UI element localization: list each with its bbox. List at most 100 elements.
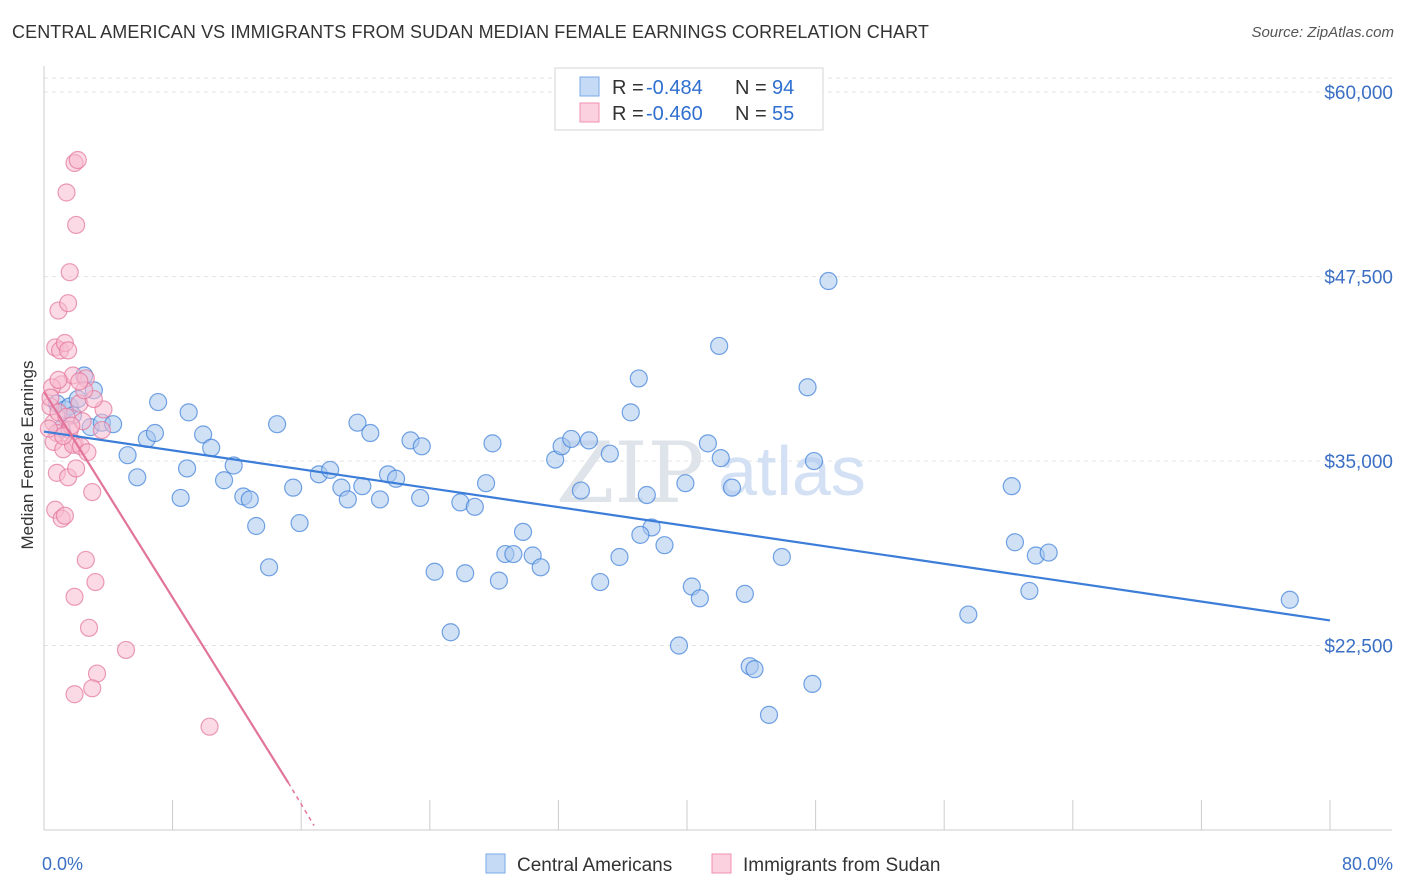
y-tick-label-1: $35,000 <box>1324 452 1393 473</box>
data-point-0-74 <box>735 584 754 603</box>
data-point-1-41 <box>86 572 105 592</box>
data-point-0-40 <box>412 437 431 456</box>
data-point-0-88 <box>1039 543 1058 562</box>
data-point-0-81 <box>803 674 822 694</box>
data-point-0-35 <box>361 423 380 443</box>
legend-r-value-1: -0.460 <box>646 103 703 125</box>
data-point-0-89 <box>1280 590 1299 609</box>
trendline-1 <box>43 391 290 784</box>
data-point-0-62 <box>621 403 640 422</box>
data-point-0-93 <box>631 525 650 544</box>
bottom-legend-swatch-central-americans <box>485 853 506 874</box>
data-point-0-14 <box>149 392 168 412</box>
data-point-1-52 <box>49 370 68 390</box>
data-point-0-61 <box>610 547 629 567</box>
data-point-0-45 <box>465 497 484 516</box>
data-point-0-24 <box>240 490 259 509</box>
data-point-0-70 <box>690 589 709 608</box>
data-point-0-46 <box>476 474 496 493</box>
data-point-1-54 <box>70 372 89 391</box>
legend-r-value-0: -0.484 <box>646 77 703 99</box>
data-point-0-20 <box>202 438 221 457</box>
data-point-0-82 <box>819 271 838 291</box>
data-point-0-11 <box>118 446 137 465</box>
x-tick-label-1: 80.0% <box>1342 854 1393 874</box>
bottom-legend-swatch-immigrants-from-sudan <box>711 853 732 874</box>
legend-n-value-1: 55 <box>772 103 794 125</box>
data-point-0-83 <box>959 605 978 624</box>
data-point-0-48 <box>489 571 509 590</box>
legend-box <box>554 67 824 131</box>
data-point-1-34 <box>83 482 102 502</box>
y-axis-title: Median Female Earnings <box>18 361 37 550</box>
y-tick-labels: $22,500 $35,000 $47,500 $60,000 <box>1324 83 1393 657</box>
data-point-0-86 <box>1020 581 1039 601</box>
data-point-0-17 <box>171 488 190 508</box>
data-point-0-22 <box>224 456 243 475</box>
y-tick-label-3: $60,000 <box>1324 83 1393 104</box>
data-point-0-85 <box>1005 533 1025 552</box>
data-point-0-16 <box>179 403 198 422</box>
data-point-0-50 <box>504 544 523 564</box>
data-point-0-76 <box>745 660 764 679</box>
data-point-0-92 <box>710 336 729 356</box>
data-point-0-51 <box>513 522 533 542</box>
data-point-0-71 <box>698 434 717 453</box>
data-point-0-79 <box>798 378 817 397</box>
data-point-0-53 <box>531 558 550 577</box>
data-point-0-27 <box>259 558 279 577</box>
trendlines <box>43 391 1331 826</box>
data-point-0-36 <box>370 490 390 509</box>
data-point-1-35 <box>92 420 111 440</box>
chart-title: CENTRAL AMERICAN VS IMMIGRANTS FROM SUDA… <box>12 22 929 42</box>
data-point-0-56 <box>562 429 581 449</box>
data-point-0-57 <box>571 481 591 500</box>
data-point-0-41 <box>425 562 444 581</box>
data-point-1-46 <box>116 640 136 660</box>
trendline-extension-1 <box>287 782 315 826</box>
data-point-1-22 <box>68 150 87 170</box>
x-tick-labels: 0.0% 80.0% <box>42 854 1393 874</box>
data-point-0-66 <box>655 536 674 555</box>
data-point-0-21 <box>214 471 234 490</box>
data-point-1-44 <box>83 679 102 698</box>
data-point-1-47 <box>200 717 219 736</box>
data-point-0-80 <box>804 451 824 471</box>
data-point-0-73 <box>722 478 742 497</box>
data-point-0-77 <box>759 705 779 724</box>
data-point-0-68 <box>676 474 695 493</box>
data-point-0-63 <box>629 369 648 388</box>
data-point-0-78 <box>772 547 791 567</box>
data-point-1-21 <box>57 183 76 202</box>
data-point-0-42 <box>441 623 460 642</box>
data-point-1-19 <box>67 215 86 235</box>
data-point-0-59 <box>591 572 610 592</box>
axes <box>43 66 1392 831</box>
data-point-0-47 <box>483 434 502 453</box>
source-label: Source: ZipAtlas.com <box>1251 24 1394 41</box>
data-point-0-25 <box>247 516 266 536</box>
data-point-1-40 <box>65 587 84 606</box>
data-point-0-31 <box>321 460 340 480</box>
data-point-0-26 <box>267 415 287 434</box>
legend-n-label-1: N = <box>735 103 767 125</box>
data-point-0-33 <box>338 490 357 509</box>
legend-r-label-1: R = <box>612 103 644 125</box>
data-point-0-72 <box>711 449 730 468</box>
data-point-0-18 <box>177 459 197 478</box>
y-tick-label-2: $47,500 <box>1324 268 1393 289</box>
legend-n-value-0: 94 <box>772 77 794 99</box>
data-point-0-44 <box>456 564 475 583</box>
legend-swatch-immigrants-from-sudan <box>579 102 600 123</box>
watermark-atlas: atlas <box>718 432 866 510</box>
legend-r-label-0: R = <box>612 77 644 99</box>
data-point-0-29 <box>290 513 309 533</box>
y-tick-label-0: $22,500 <box>1324 637 1393 658</box>
data-point-0-28 <box>284 478 303 497</box>
bottom-legend-label-central-americans: Central Americans <box>517 855 672 876</box>
series-immigrants-from-sudan <box>39 150 219 736</box>
data-point-1-18 <box>60 263 79 282</box>
data-point-0-60 <box>600 444 619 463</box>
data-point-1-45 <box>65 685 84 704</box>
